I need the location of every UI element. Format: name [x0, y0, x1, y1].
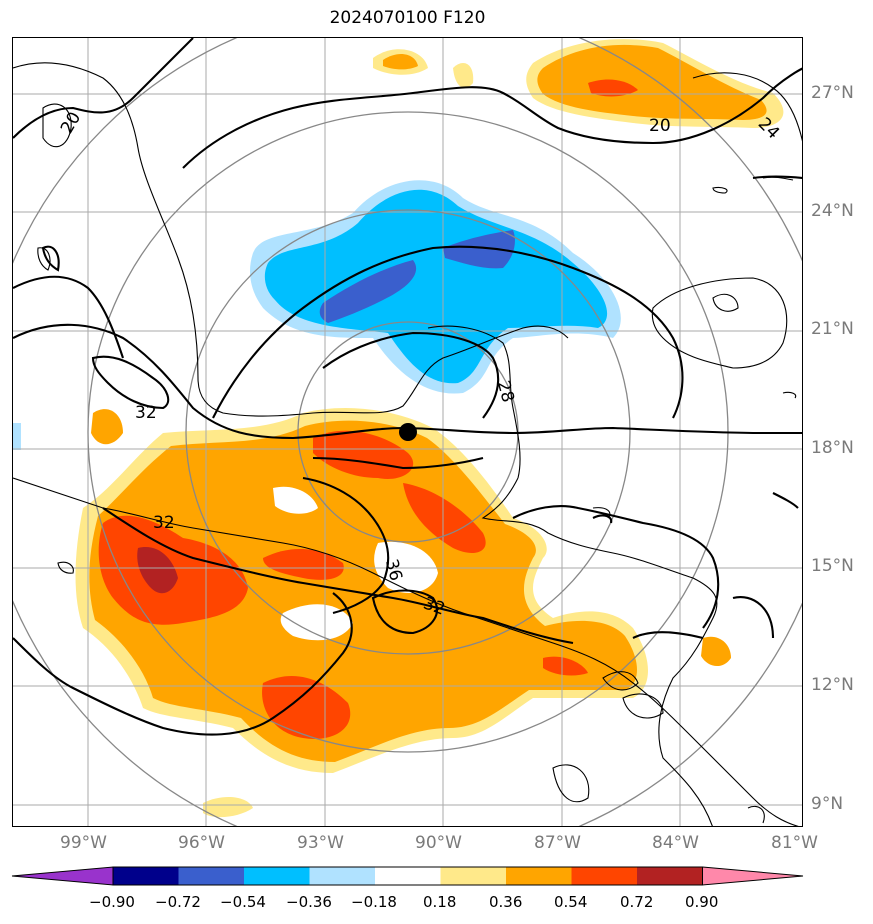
contour-label: 20: [649, 116, 671, 136]
contour-label: 32: [153, 513, 175, 533]
colorbar-cell: [571, 867, 638, 885]
map-title: 2024070100 F120: [329, 8, 486, 28]
positive-anomaly-north: [203, 39, 784, 818]
colorbar-outline: [112, 866, 703, 886]
colorbar-cell: [113, 867, 179, 885]
colorbar-tick-label: −0.90: [89, 893, 135, 911]
orange-spot-west: [91, 409, 123, 445]
latitude-label: 12°N: [811, 675, 854, 695]
red-area-bottom: [262, 675, 351, 739]
colorbar-cell: [637, 867, 703, 885]
map-canvas: 20 20 24 28 32 32 32 36: [13, 38, 802, 826]
colorbar-tick-label: −0.36: [286, 893, 332, 911]
yellow-south-spot: [203, 796, 253, 818]
colorbar-cell: [375, 867, 441, 885]
latitude-label: 9°N: [811, 794, 844, 814]
longitude-label: 84°W: [652, 833, 699, 853]
orange-north: [537, 44, 767, 120]
contour-label: 20: [57, 109, 85, 138]
yellow-north-spot: [453, 63, 474, 88]
light-blue-edge: [13, 423, 21, 450]
latitude-label: 27°N: [811, 83, 854, 103]
colorbar-tick-label: 0.90: [685, 893, 719, 911]
orange-area: [89, 420, 638, 762]
red-area-east: [543, 656, 588, 676]
colorbar-tick-label: −0.72: [155, 893, 201, 911]
latitude-label: 24°N: [811, 201, 854, 221]
positive-anomaly-field: [75, 408, 731, 773]
colorbar-tick-label: 0.72: [620, 893, 654, 911]
latitude-label: 15°N: [811, 556, 854, 576]
contour-lines: [13, 38, 802, 736]
colorbar: [11, 866, 804, 886]
hole-3: [273, 486, 318, 514]
dark-red-core: [137, 547, 178, 594]
dark-blue-area-east: [443, 230, 515, 269]
map-panel: 20 20 24 28 32 32 32 36: [12, 37, 803, 827]
longitude-label: 96°W: [178, 833, 225, 853]
longitude-label: 81°W: [771, 833, 818, 853]
colorbar-cell: [178, 867, 245, 885]
colorbar-cell: [244, 867, 310, 885]
colorbar-tick-label: 0.36: [489, 893, 523, 911]
storm-center-marker: [399, 423, 417, 441]
contour-label: 32: [135, 403, 157, 423]
colorbar-cell: [309, 867, 376, 885]
red-area-south: [263, 548, 344, 580]
colorbar-cell: [506, 867, 572, 885]
colorbar-cell: [440, 867, 507, 885]
colorbar-extend-low: [11, 866, 114, 886]
orange-spot-east: [701, 636, 731, 667]
colorbar-tick-label: 0.18: [423, 893, 457, 911]
red-area-north: [313, 430, 414, 479]
red-area-central: [403, 483, 486, 553]
longitude-label: 93°W: [297, 833, 344, 853]
blue-area: [264, 189, 608, 384]
hole-1: [374, 541, 438, 593]
colorbar-tick-label: −0.18: [351, 893, 397, 911]
colorbar-tick-label: 0.54: [554, 893, 588, 911]
longitude-label: 99°W: [60, 833, 107, 853]
negative-anomaly-field: [13, 180, 621, 450]
longitude-label: 87°W: [534, 833, 581, 853]
colorbar-extend-high: [702, 866, 804, 886]
orange-north-small: [383, 54, 418, 70]
dark-blue-area-west: [319, 260, 417, 323]
latitude-label: 18°N: [811, 438, 854, 458]
latitude-label: 21°N: [811, 319, 854, 339]
red-north: [588, 79, 638, 97]
longitude-label: 90°W: [415, 833, 462, 853]
colorbar-tick-label: −0.54: [220, 893, 266, 911]
colorbar-cells: [11, 866, 804, 886]
